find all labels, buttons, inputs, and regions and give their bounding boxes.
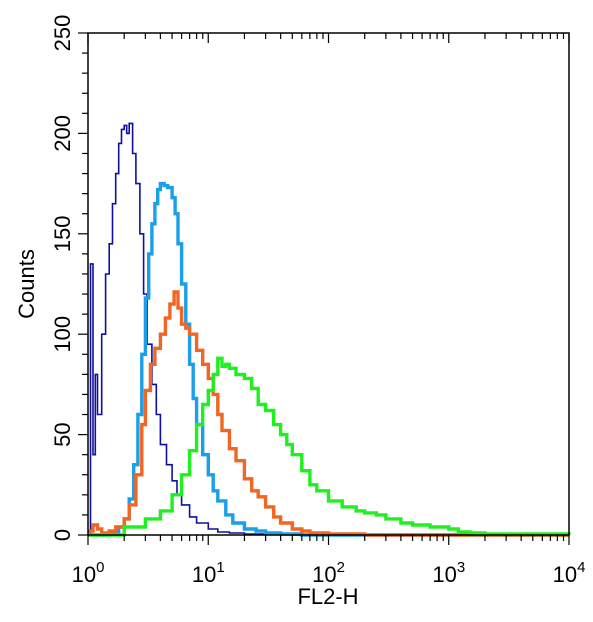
y-tick-label: 250 xyxy=(50,15,75,52)
y-tick-label: 150 xyxy=(50,215,75,252)
y-tick-label: 100 xyxy=(50,316,75,353)
x-tick-label: 103 xyxy=(432,559,465,587)
x-tick-label: 101 xyxy=(192,559,225,587)
x-tick-labels: 100 101 102 103 104 xyxy=(72,559,586,587)
x-tick-label: 104 xyxy=(553,559,586,587)
series-line-2 xyxy=(88,181,569,537)
x-minor-ticks xyxy=(87,33,570,545)
series-line-3 xyxy=(88,290,569,537)
series-line-1 xyxy=(88,122,569,536)
y-tick-label: 200 xyxy=(50,115,75,152)
x-tick-label: 100 xyxy=(72,559,105,587)
x-tick-label: 102 xyxy=(312,559,345,587)
y-tick-label: 50 xyxy=(50,422,75,446)
y-minor-ticks xyxy=(78,32,88,536)
y-tick-labels: 0 50 100 150 200 250 xyxy=(50,15,75,541)
series-layer xyxy=(88,122,571,537)
series-line-4 xyxy=(88,356,571,537)
y-tick-label: 0 xyxy=(50,529,75,541)
y-axis-title: Counts xyxy=(14,249,39,319)
x-axis-title: FL2-H xyxy=(297,584,358,609)
